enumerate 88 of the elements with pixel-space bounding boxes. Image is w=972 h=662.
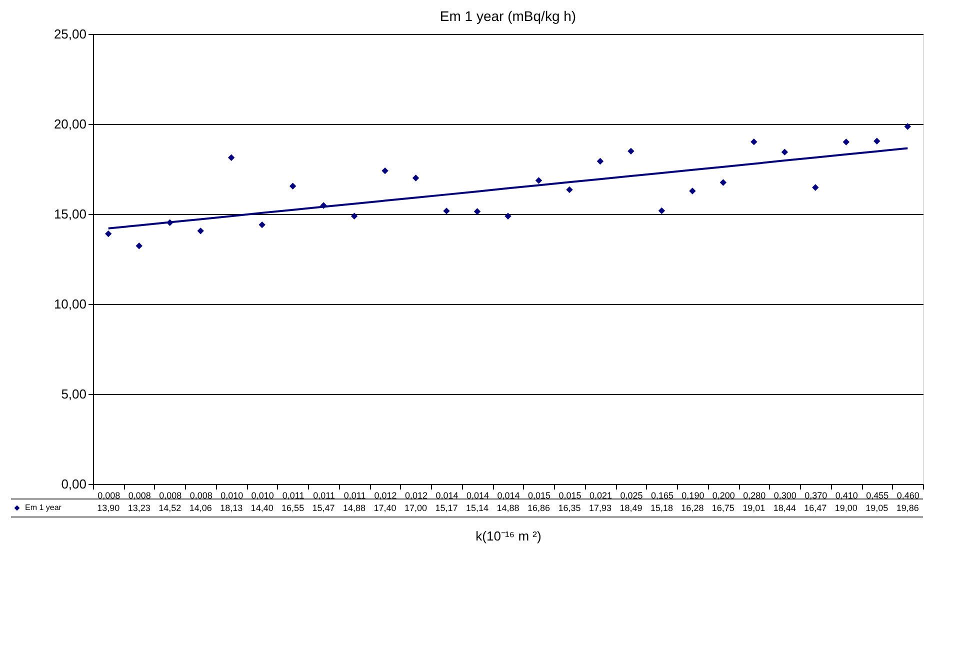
data-label: 17,40: [374, 503, 396, 513]
data-label: 14,88: [496, 503, 520, 513]
point: [904, 123, 911, 130]
data-label: 15,47: [312, 503, 335, 513]
data-label: 15,17: [435, 503, 458, 513]
x-tick-label: 0,011: [344, 490, 366, 500]
data-label: 15,18: [650, 503, 673, 513]
x-tick-label: 0,010: [220, 490, 244, 500]
point: [566, 186, 573, 194]
data-label: 14,88: [343, 503, 366, 513]
data-label: 16,86: [527, 503, 550, 513]
x-axis-title: k(10⁻¹⁶ m ²): [476, 528, 542, 544]
chart-title: Em 1 year (mBq/kg h): [440, 8, 576, 24]
y-tick-label: 0,00: [61, 476, 86, 492]
x-tick-label: 0,190: [682, 490, 704, 500]
x-tick-label: 0,008: [159, 490, 182, 500]
point: [136, 242, 142, 250]
data-label: 19,86: [896, 503, 919, 513]
point: [750, 138, 758, 146]
point: [197, 228, 204, 234]
y-tick-label: 5,00: [61, 386, 86, 402]
data-label: 14,06: [189, 503, 212, 513]
x-tick-label: 0,008: [98, 490, 120, 500]
point: [443, 208, 450, 214]
x-tick-label: 0,012: [405, 490, 428, 500]
x-tick-label: 0,015: [558, 490, 582, 500]
data-label: 14,40: [250, 503, 274, 513]
point: [382, 167, 388, 174]
point: [842, 138, 850, 146]
point: [535, 177, 542, 184]
data-label: 16,47: [804, 503, 827, 513]
x-tick-label: 0,165: [650, 490, 674, 500]
legend-label: Em 1 year: [25, 503, 62, 512]
point: [412, 174, 420, 182]
point: [228, 154, 235, 162]
point: [689, 188, 696, 194]
data-label: 19,00: [834, 503, 858, 513]
data-label: 14,52: [158, 503, 182, 513]
x-tick-label: 0,014: [466, 490, 490, 500]
y-tick-label: 20,00: [54, 116, 86, 132]
point: [258, 221, 266, 228]
point: [596, 158, 604, 165]
point: [504, 212, 512, 220]
x-tick-label: 0,014: [497, 490, 520, 500]
point: [105, 230, 112, 238]
point: [720, 179, 727, 186]
x-tick-label: 0,025: [620, 490, 643, 500]
data-label: 13,90: [97, 503, 120, 513]
data-label: 16,55: [282, 503, 304, 513]
x-tick-label: 0,300: [774, 490, 796, 500]
data-label: 18,44: [773, 503, 796, 513]
x-tick-label: 0,008: [128, 490, 151, 500]
point: [289, 182, 296, 190]
point: [812, 184, 819, 191]
y-tick-label: 10,00: [54, 296, 86, 312]
point: [658, 207, 666, 214]
x-tick-label: 0,455: [866, 490, 889, 500]
data-label: 16,75: [712, 503, 734, 513]
x-tick-label: 0,011: [313, 490, 335, 500]
data-label: 17,93: [588, 503, 612, 513]
x-tick-label: 0,014: [436, 490, 458, 500]
point: [781, 148, 788, 156]
y-tick-label: 15,00: [54, 206, 86, 222]
y-tick-label: 25,00: [54, 26, 86, 42]
x-tick-label: 0,460: [896, 490, 920, 500]
point: [474, 208, 481, 215]
data-label: 19,01: [742, 503, 766, 513]
point: [350, 212, 358, 220]
x-tick-label: 0,015: [528, 490, 551, 500]
x-tick-label: 0,008: [190, 490, 212, 500]
data-label: 16,28: [681, 503, 704, 513]
x-tick-label: 0,012: [374, 490, 397, 500]
x-tick-label: 0,370: [804, 490, 828, 500]
x-tick-label: 0,410: [835, 490, 858, 500]
x-tick-label: 0,200: [712, 490, 735, 500]
point: [874, 138, 880, 144]
data-label: 18,13: [220, 503, 243, 513]
data-label: 16,35: [558, 503, 581, 513]
data-label: 17,00: [404, 503, 428, 513]
data-label: 15,14: [466, 503, 489, 513]
data-label: 18,49: [620, 503, 642, 513]
point: [628, 148, 634, 155]
x-tick-label: 0,280: [743, 490, 766, 500]
x-tick-label: 0,010: [251, 490, 274, 500]
x-tick-label: 0,021: [589, 490, 612, 500]
data-label: 13,23: [128, 503, 150, 513]
x-tick-label: 0,011: [282, 490, 304, 500]
data-label: 19,05: [866, 503, 888, 513]
